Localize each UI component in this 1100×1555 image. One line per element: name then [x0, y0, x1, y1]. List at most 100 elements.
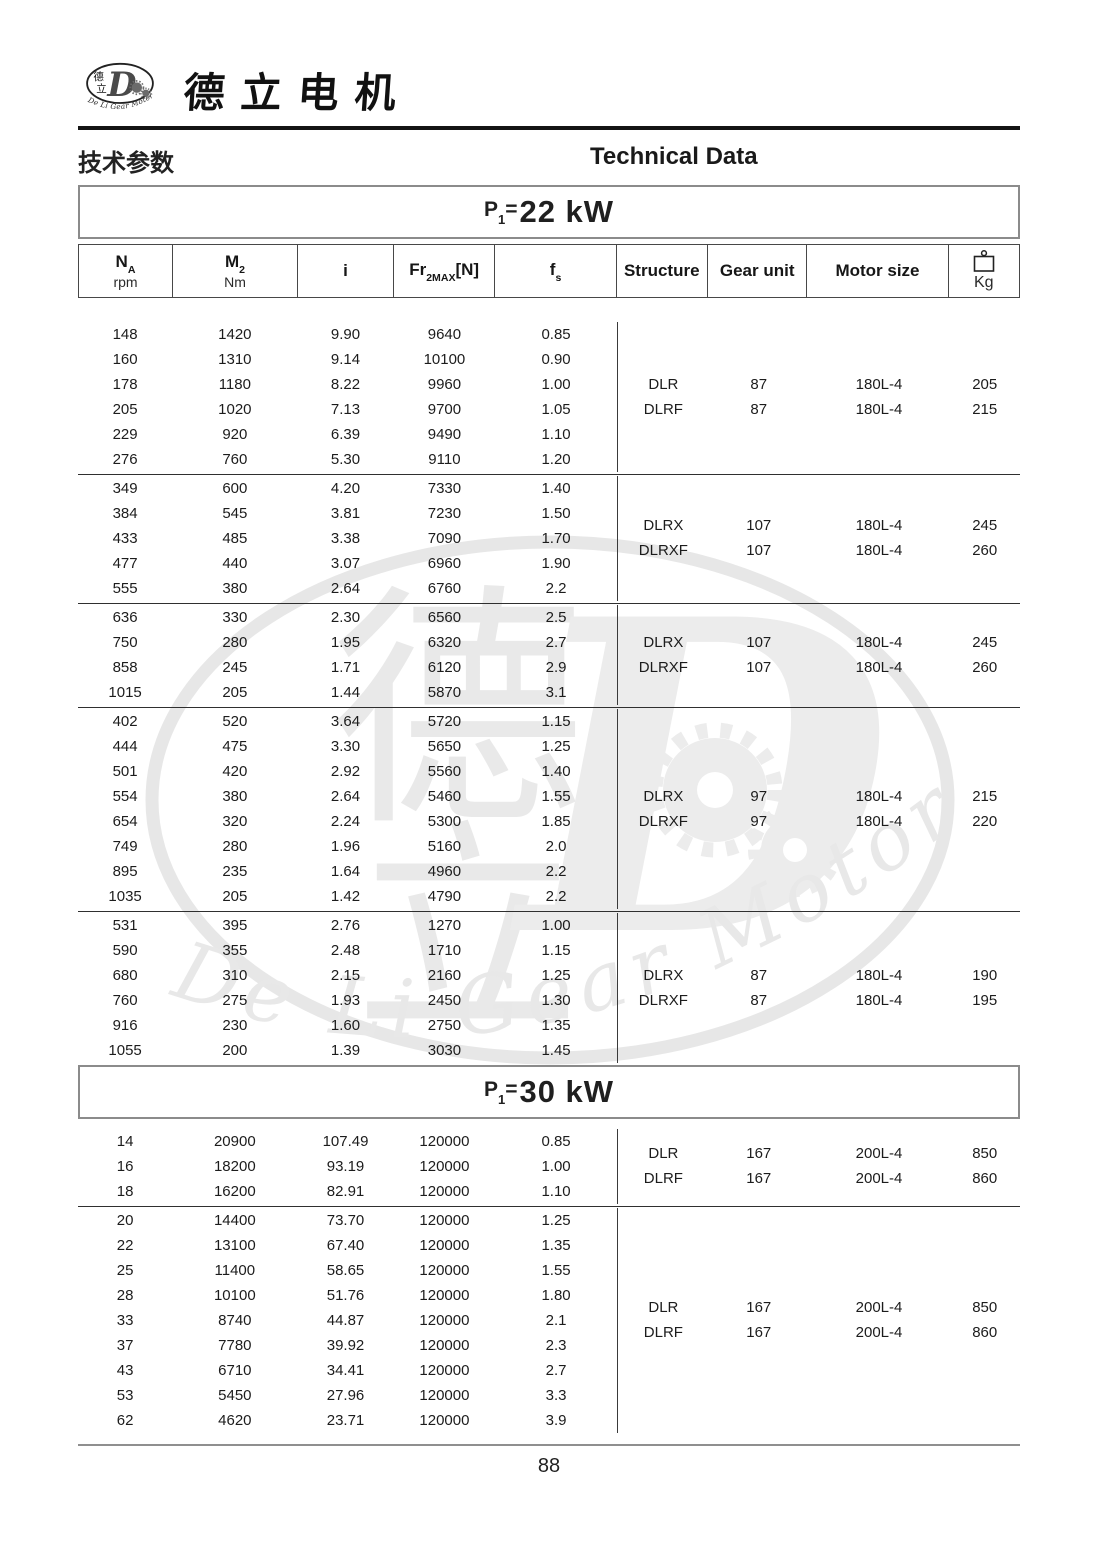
data-cell: 107.49 [322, 1132, 369, 1150]
table-row: 178 1180 8.22 9960 1.00 [78, 372, 617, 397]
data-cell: 23.71 [326, 1411, 365, 1429]
data-cell: 1.40 [541, 479, 571, 497]
structure-row: DLRXF 107 180L-4 260 [618, 655, 1020, 680]
data-cell: 9960 [427, 375, 462, 393]
column-header-cell: M2 Nm [173, 244, 299, 297]
data-cell: 1015 [108, 683, 142, 701]
structure-cell: 107 [746, 542, 772, 559]
table-row: 43 6710 34.41 120000 2.7 [78, 1358, 617, 1383]
structure-row: DLRX 87 180L-4 190 [618, 963, 1020, 988]
structure-cell: 180L-4 [855, 991, 903, 1009]
data-cell: 1710 [427, 941, 462, 959]
data-cell: 120000 [419, 1157, 470, 1175]
data-cell: 1.95 [330, 633, 361, 651]
data-cell: 7230 [427, 504, 462, 522]
structure-row: DLRX 107 180L-4 245 [618, 513, 1020, 538]
data-cell: 9640 [427, 325, 462, 343]
data-cell: 5160 [427, 837, 462, 855]
structure-cell: 180L-4 [855, 658, 903, 676]
section-title-box: P1= 22 kW [78, 184, 1020, 239]
data-cell: 1.05 [541, 400, 571, 418]
data-cell: 1.93 [330, 991, 361, 1009]
data-cell: 6560 [427, 608, 462, 626]
structure-cell: 205 [972, 375, 998, 393]
company-logo: 德 立 D De Li Gear Motor [86, 62, 155, 111]
table-row: 444 475 3.30 5650 1.25 [78, 734, 617, 759]
data-cell: 7090 [427, 529, 462, 547]
structure-cell: DLRF [643, 1324, 683, 1341]
data-cell: 13100 [213, 1236, 256, 1254]
logo-char-li: 立 [96, 82, 107, 95]
data-cell: 229 [112, 425, 138, 443]
data-cell: 120000 [419, 1211, 470, 1229]
structure-cell: 180L-4 [855, 812, 903, 830]
data-cell: 680 [112, 966, 138, 984]
data-cell: 349 [112, 479, 138, 497]
data-cell: 2.7 [545, 633, 567, 651]
data-cell: 148 [112, 325, 138, 343]
structure-cell: 87 [750, 375, 768, 393]
data-cell: 2.48 [330, 941, 361, 959]
column-label: M2 [224, 251, 246, 276]
structure-block: DLRX 97 180L-4 215 DLRXF 97 180L-4 220 [618, 784, 1020, 834]
numeric-columns: 349 600 4.20 7330 1.40 384 545 3.81 7230 1.50 433 4… [78, 476, 617, 601]
power-section: P1= 22 kW NA rpm M2 Nm i Fr2MAX[N] fs Structure Ge… [78, 184, 1020, 1065]
structure-cell: 200L-4 [855, 1145, 903, 1162]
data-cell: 3030 [427, 1041, 462, 1059]
structure-cell: DLRX [643, 787, 684, 805]
data-cell: 600 [222, 479, 248, 497]
data-cell: 2.92 [330, 762, 361, 780]
data-cell: 7780 [218, 1336, 252, 1354]
data-cell: 310 [222, 966, 248, 984]
data-cell: 120000 [419, 1411, 470, 1429]
structure-cell: 180L-4 [855, 633, 903, 651]
structure-cell: 200L-4 [855, 1170, 903, 1187]
data-cell: 120000 [419, 1361, 470, 1379]
data-cell: 1.44 [330, 683, 361, 701]
data-cell: 1.25 [541, 1211, 571, 1229]
table-row: 477 440 3.07 6960 1.90 [78, 551, 617, 576]
structure-row: DLRF 167 200L-4 860 [618, 1320, 1020, 1345]
structure-cell: DLRX [643, 633, 684, 651]
column-unit: Nm [224, 274, 246, 291]
data-cell: 33 [116, 1311, 134, 1329]
structure-columns: DLRX 97 180L-4 215 DLRXF 97 180L-4 220 [616, 708, 1020, 909]
data-group: 531 395 2.76 1270 1.00 590 355 2.48 1710 1.15 680 3… [78, 912, 1020, 1065]
data-cell: 760 [222, 450, 248, 468]
structure-cell: 860 [972, 1324, 998, 1341]
structure-block: DLR 167 200L-4 850 DLRF 167 200L-4 860 [618, 1295, 1020, 1345]
numeric-columns: 402 520 3.64 5720 1.15 444 475 3.30 5650 1.25 501 4… [78, 709, 617, 909]
numeric-columns: 636 330 2.30 6560 2.5 750 280 1.95 6320 2.7 858 245… [78, 605, 617, 705]
data-cell: 205 [112, 400, 138, 418]
data-cell: 5650 [427, 737, 462, 755]
structure-cell: 245 [972, 517, 998, 534]
column-header-cell: NA rpm [79, 244, 173, 297]
structure-cell: 167 [746, 1324, 772, 1341]
data-cell: 9.14 [330, 350, 361, 368]
data-cell: 2.64 [330, 579, 361, 597]
data-cell: 4.20 [330, 479, 361, 497]
data-cell: 58.65 [326, 1261, 365, 1279]
structure-row: DLR 167 200L-4 850 [618, 1141, 1020, 1166]
data-cell: 16 [116, 1157, 134, 1175]
data-cell: 858 [112, 658, 138, 676]
data-cell: 5720 [427, 712, 462, 730]
data-cell: 160 [112, 350, 138, 368]
data-cell: 545 [222, 504, 248, 522]
data-cell: 0.85 [541, 325, 571, 343]
data-cell: 44.87 [326, 1311, 365, 1329]
data-cell: 1.25 [541, 966, 571, 984]
data-cell: 1.10 [541, 1182, 571, 1200]
structure-cell: DLR [648, 375, 679, 393]
structure-cell: DLRF [643, 1170, 683, 1187]
data-cell: 235 [222, 862, 248, 880]
structure-cell: 167 [746, 1299, 772, 1316]
structure-columns: DLRX 107 180L-4 245 DLRXF 107 180L-4 260 [616, 604, 1020, 705]
table-row: 33 8740 44.87 120000 2.1 [78, 1308, 617, 1333]
data-cell: 280 [222, 633, 248, 651]
data-cell: 3.30 [330, 737, 361, 755]
data-cell: 1.60 [330, 1016, 361, 1034]
data-cell: 330 [222, 608, 248, 626]
structure-columns: DLR 87 180L-4 205 DLRF 87 180L-4 215 [616, 321, 1020, 472]
data-cell: 1.00 [541, 1157, 571, 1175]
